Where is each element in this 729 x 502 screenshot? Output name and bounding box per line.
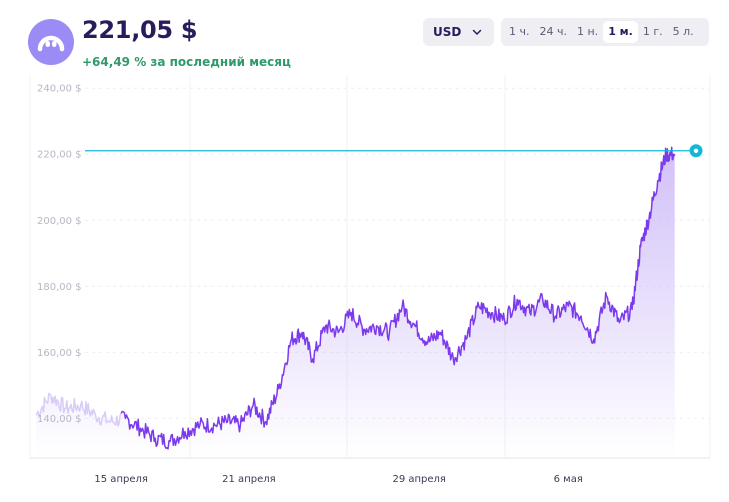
currency-label: USD (433, 25, 462, 39)
current-price: 221,05 $ (82, 16, 198, 44)
x-tick-label: 15 апреля (94, 474, 147, 485)
x-tick-label: 21 апреля (222, 474, 275, 485)
price-change: +64,49 % за последний месяц (82, 55, 291, 69)
price-change-label: за последний месяц (146, 55, 291, 69)
current-price-marker-dot (693, 148, 699, 153)
period-tab-1h[interactable]: 1 ч. (509, 25, 530, 38)
period-tab-1m[interactable]: 1 м. (603, 21, 638, 43)
y-tick-label: 220,00 $ (37, 150, 82, 161)
y-tick-label: 240,00 $ (37, 84, 82, 95)
y-tick-label: 200,00 $ (37, 216, 82, 227)
coin-logo-icon (28, 19, 74, 65)
period-tab-24h[interactable]: 24 ч. (539, 25, 568, 38)
x-tick-label: 29 апреля (392, 474, 445, 485)
x-tick-label: 6 мая (554, 474, 583, 485)
y-tick-label: 160,00 $ (37, 348, 82, 359)
price-area (36, 147, 675, 459)
currency-select[interactable]: USD (423, 18, 494, 46)
y-tick-label: 180,00 $ (37, 282, 82, 293)
price-change-value: +64,49 % (82, 55, 147, 69)
price-line-faded (35, 392, 122, 427)
chevron-down-icon (473, 29, 482, 35)
period-selector: 1 ч. 24 ч. 1 н. 1 м. 1 г. 5 л. (501, 18, 709, 46)
period-tab-1w[interactable]: 1 н. (577, 25, 599, 38)
y-tick-label: 140,00 $ (37, 414, 82, 425)
price-line (120, 146, 676, 450)
period-tab-1y[interactable]: 1 г. (642, 25, 663, 38)
period-tab-5y[interactable]: 5 л. (672, 25, 694, 38)
